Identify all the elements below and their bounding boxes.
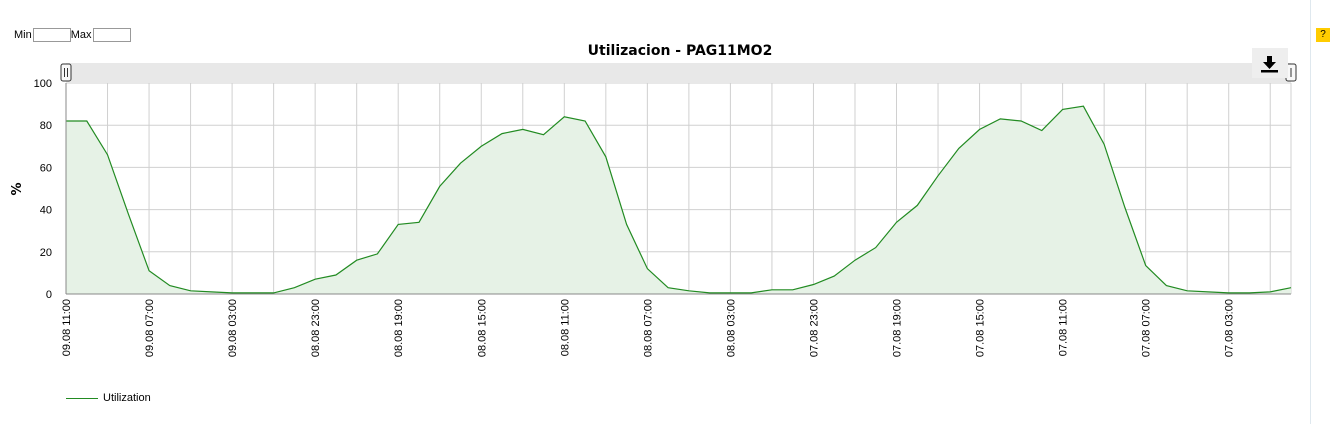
legend-item-utilization[interactable]: Utilization (66, 392, 151, 404)
legend-label: Utilization (103, 392, 151, 404)
download-icon[interactable] (1252, 48, 1288, 78)
chart-title: Utilizacion - PAG11MO2 (588, 43, 773, 59)
x-tick-label: 07.08 03:00 (1224, 299, 1236, 357)
y-tick-label: 20 (40, 247, 52, 259)
y-axis-label: % (10, 182, 25, 195)
y-tick-label: 40 (40, 205, 52, 217)
x-tick-label: 09.08 11:00 (61, 299, 73, 356)
x-tick-label: 07.08 11:00 (1058, 299, 1070, 356)
panel-divider (1310, 0, 1311, 424)
x-tick-label: 07.08 15:00 (975, 299, 987, 357)
range-filter: Min Max (14, 28, 131, 42)
x-tick-label: 09.08 03:00 (227, 299, 239, 357)
legend-swatch (66, 397, 98, 399)
y-tick-label: 80 (40, 120, 52, 132)
x-tick-label: 08.08 07:00 (642, 299, 654, 357)
x-tick-label: 08.08 23:00 (310, 299, 322, 357)
y-tick-label: 60 (40, 162, 52, 174)
y-tick-label: 100 (34, 78, 52, 90)
max-label: Max (70, 29, 92, 41)
max-input[interactable] (92, 28, 131, 42)
x-tick-label: 09.08 07:00 (144, 299, 156, 357)
x-tick-label: 08.08 11:00 (559, 299, 571, 356)
help-button[interactable]: ? (1316, 28, 1330, 42)
x-tick-label: 08.08 15:00 (476, 299, 488, 357)
zoom-handle-left[interactable] (60, 63, 72, 82)
series-area-utilization (66, 106, 1291, 294)
x-tick-label: 08.08 19:00 (393, 299, 405, 357)
x-tick-label: 08.08 03:00 (725, 299, 737, 357)
x-tick-label: 07.08 07:00 (1141, 299, 1153, 357)
series-line-utilization (66, 105, 1292, 294)
x-tick-label: 07.08 19:00 (892, 299, 904, 357)
x-tick-label: 07.08 23:00 (808, 299, 820, 357)
plot-area: 0 20 40 60 80 100 09.08 11:00 09.08 07:00 09.08 … (34, 78, 1292, 357)
y-tick-label: 0 (46, 289, 52, 301)
min-input[interactable] (32, 28, 71, 42)
min-label: Min (14, 29, 32, 41)
zoom-navigator[interactable] (66, 63, 1291, 82)
